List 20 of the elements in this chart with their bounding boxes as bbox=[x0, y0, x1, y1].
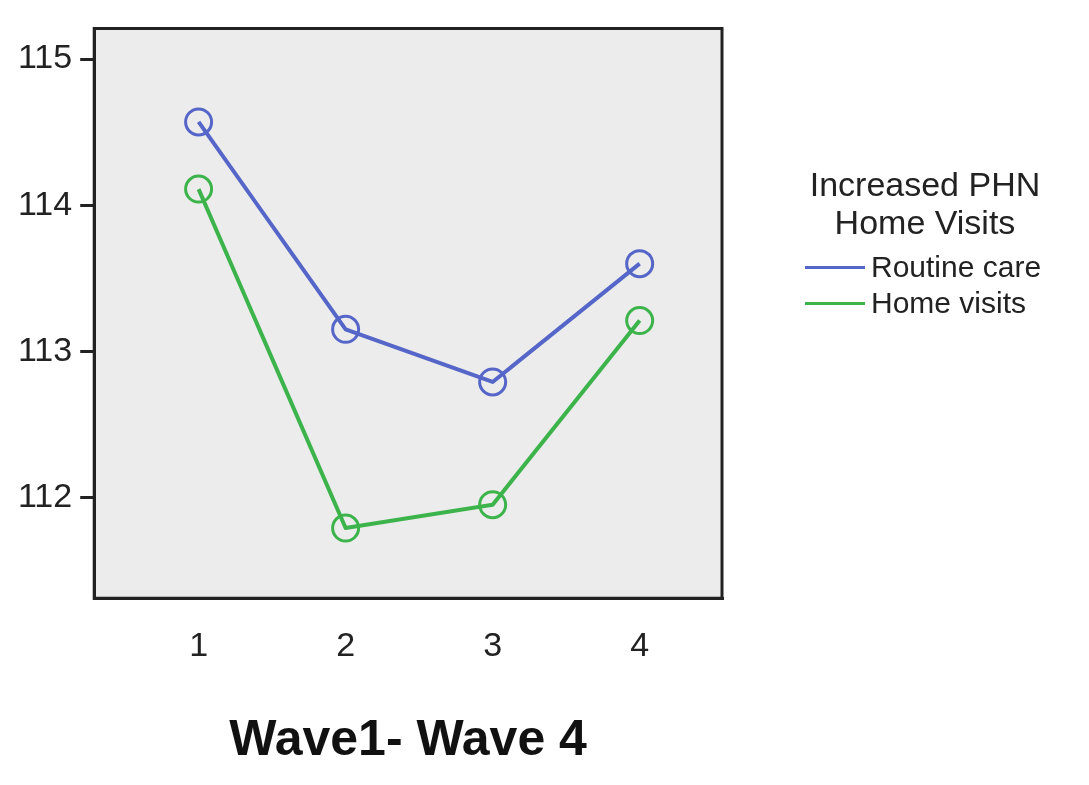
legend-label: Routine care bbox=[871, 250, 1042, 283]
x-tick-label: 4 bbox=[630, 624, 650, 663]
point bbox=[184, 174, 214, 204]
y-tick-label: 113 bbox=[17, 329, 73, 368]
point bbox=[184, 107, 214, 137]
y-tick-label: 115 bbox=[17, 37, 73, 76]
point bbox=[625, 249, 655, 279]
x-tick-label: 1 bbox=[189, 624, 209, 663]
point bbox=[478, 490, 508, 520]
x-tick-label: 2 bbox=[336, 624, 356, 663]
x-axis-title: Wave1- Wave 4 bbox=[229, 709, 588, 766]
x-tick-label: 3 bbox=[483, 624, 503, 663]
point bbox=[625, 306, 655, 336]
legend-label: Home visits bbox=[871, 286, 1027, 319]
y-tick-label: 114 bbox=[17, 183, 73, 222]
point bbox=[478, 367, 508, 397]
legend-title: Increased PHN Home Visits bbox=[808, 165, 1042, 241]
y-tick-label: 112 bbox=[17, 475, 73, 514]
point bbox=[331, 314, 361, 344]
point bbox=[331, 513, 361, 543]
